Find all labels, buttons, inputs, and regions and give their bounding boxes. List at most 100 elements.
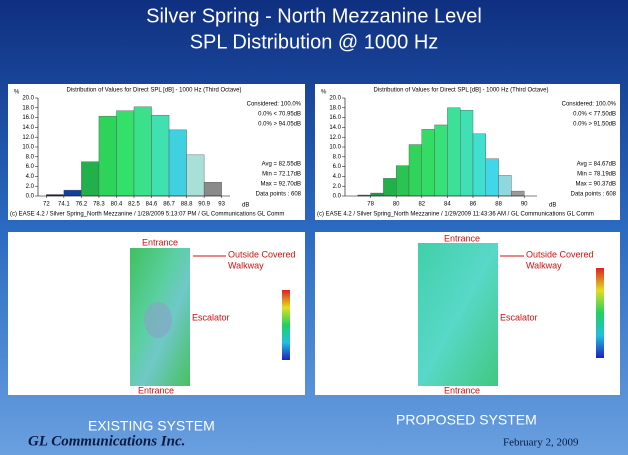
slide-title: Silver Spring - North Mezzanine Level — [146, 5, 482, 27]
x-tick-label: 80.4 — [111, 202, 123, 208]
x-tick-label: 76.2 — [76, 202, 88, 208]
y-tick-label: 12.0 — [329, 135, 341, 141]
bar — [116, 110, 135, 197]
chart-footer: (c) EASE 4.2 / Silver Spring_North Mezza… — [10, 212, 284, 218]
color-scale — [596, 268, 604, 358]
plan-label: Entrance — [138, 385, 174, 395]
plan-label: Escalator — [500, 312, 538, 322]
plan-label: Outside Covered — [526, 249, 594, 259]
bar — [383, 178, 397, 197]
company: GL Communications Inc. — [28, 433, 185, 449]
y-tick-label: 20.0 — [329, 96, 341, 102]
stat: Considered: 100.0% — [247, 102, 302, 108]
x-tick-label: 93 — [218, 202, 225, 208]
bar — [63, 189, 82, 197]
x-tick-label: 84.6 — [146, 202, 158, 208]
bar — [434, 124, 448, 197]
bar — [203, 182, 222, 197]
bar — [81, 161, 100, 197]
bar — [421, 129, 435, 197]
x-tick-label: 74.1 — [58, 202, 70, 208]
heatmap — [418, 243, 498, 386]
y-tick-label: 10.0 — [329, 145, 341, 151]
y-tick-label: 2.0 — [333, 184, 342, 190]
x-axis-label: dB — [242, 203, 249, 209]
stat: Data points : 608 — [571, 192, 617, 198]
chart-title: Distribution of Values for Direct SPL [d… — [66, 88, 241, 94]
caption: EXISTING SYSTEM — [88, 418, 215, 434]
bar — [485, 158, 499, 197]
bar — [447, 107, 461, 197]
y-tick-label: 6.0 — [333, 164, 342, 170]
bar — [472, 133, 487, 197]
x-axis-label: dB — [549, 203, 556, 209]
x-tick-label: 84 — [444, 202, 451, 208]
y-tick-label: 18.0 — [329, 105, 341, 111]
y-axis-label: % — [321, 90, 327, 96]
stat: 0.0% < 77.50dB — [573, 112, 616, 118]
heatmap-spot — [144, 302, 172, 338]
plan-label: Outside Covered — [228, 249, 296, 259]
stat: Max = 92.70dB — [260, 182, 301, 188]
date: February 2, 2009 — [503, 437, 579, 449]
bar — [396, 165, 410, 197]
x-tick-label: 82.5 — [128, 202, 140, 208]
x-tick-label: 90.9 — [198, 202, 210, 208]
stat: Considered: 100.0% — [562, 102, 617, 108]
bar — [460, 110, 474, 197]
x-tick-label: 78.3 — [93, 202, 105, 208]
y-tick-label: 0.0 — [26, 194, 35, 200]
x-tick-label: 72 — [43, 202, 50, 208]
x-tick-label: 78 — [367, 202, 374, 208]
y-tick-label: 6.0 — [26, 164, 35, 170]
y-tick-label: 8.0 — [26, 154, 35, 160]
y-tick-label: 16.0 — [22, 115, 34, 121]
stat: Avg = 82.55dB — [262, 162, 301, 168]
y-tick-label: 4.0 — [26, 174, 35, 180]
y-tick-label: 0.0 — [333, 194, 342, 200]
x-tick-label: 86.7 — [163, 202, 175, 208]
y-tick-label: 14.0 — [329, 125, 341, 131]
slide-subtitle: SPL Distribution @ 1000 Hz — [190, 31, 439, 53]
stat: Min = 72.17dB — [262, 172, 301, 178]
bar — [511, 190, 525, 197]
x-tick-label: 82 — [418, 202, 425, 208]
x-tick-label: 86 — [470, 202, 477, 208]
x-tick-label: 90 — [521, 202, 528, 208]
bar — [408, 144, 423, 197]
y-tick-label: 16.0 — [329, 115, 341, 121]
bar — [151, 114, 170, 197]
plan-label: Walkway — [228, 260, 264, 270]
color-scale — [282, 290, 290, 360]
caption: PROPOSED SYSTEM — [396, 412, 537, 428]
chart-title: Distribution of Values for Direct SPL [d… — [373, 88, 548, 94]
bar — [186, 154, 205, 197]
stat: 0.0% < 70.95dB — [258, 112, 301, 118]
stat: Max = 90.37dB — [575, 182, 616, 188]
chart-footer: (c) EASE 4.2 / Silver Spring_North Mezza… — [317, 212, 594, 218]
bar — [370, 192, 384, 197]
x-tick-label: 88 — [495, 202, 502, 208]
y-axis-label: % — [14, 90, 20, 96]
x-tick-label: 80 — [393, 202, 400, 208]
plan-label: Walkway — [526, 260, 562, 270]
stat: Avg = 84.67dB — [577, 162, 616, 168]
plan-label: Entrance — [142, 237, 178, 247]
stat: 0.0% > 94.05dB — [258, 122, 301, 128]
stat: Data points : 608 — [256, 192, 302, 198]
bar — [98, 115, 117, 197]
bar — [133, 106, 152, 197]
x-tick-label: 88.8 — [181, 202, 193, 208]
y-tick-label: 4.0 — [333, 174, 342, 180]
stat: 0.0% > 91.50dB — [573, 122, 616, 128]
plan-label: Escalator — [192, 312, 230, 322]
bar — [498, 175, 512, 197]
y-tick-label: 12.0 — [22, 135, 34, 141]
plan-label: Entrance — [444, 385, 480, 395]
plan-label: Entrance — [444, 233, 480, 243]
y-tick-label: 8.0 — [333, 154, 342, 160]
y-tick-label: 2.0 — [26, 184, 35, 190]
y-tick-label: 18.0 — [22, 105, 34, 111]
